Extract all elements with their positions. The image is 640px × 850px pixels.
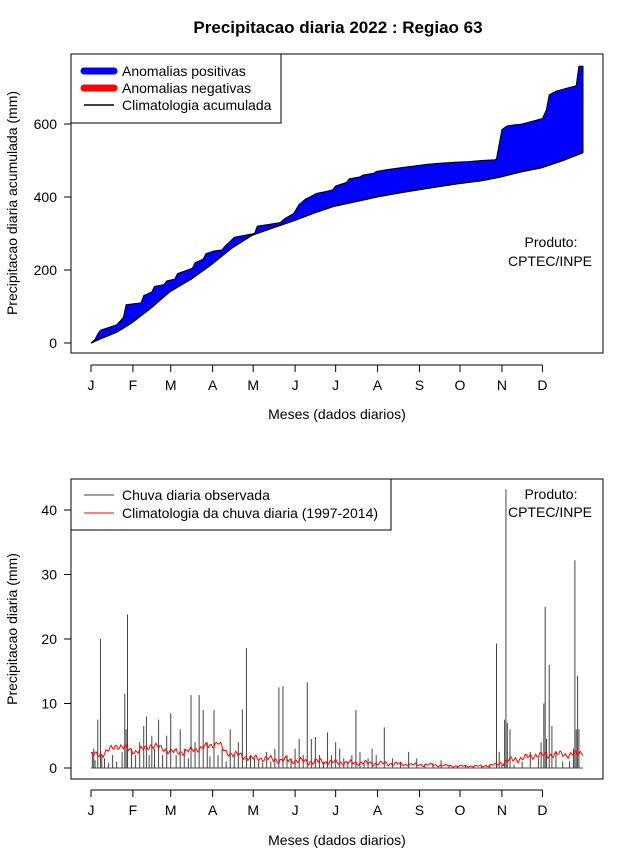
x-tick-label: M bbox=[247, 802, 259, 818]
product-label-line2: CPTEC/INPE bbox=[508, 253, 592, 269]
x-tick-label: N bbox=[497, 377, 507, 393]
legend-label-climatology: Climatologia acumulada bbox=[122, 97, 272, 113]
y-tick-label: 40 bbox=[41, 502, 57, 518]
y-axis-label-top: Precipitacao diaria acumulada (mm) bbox=[4, 91, 20, 315]
cumulative-chart: 0 200 400 600 J F M A M J J A S O N D Precipitacao dia… bbox=[4, 53, 604, 422]
cumulative-climatology-line bbox=[90, 151, 584, 344]
legend-box-bottom bbox=[70, 478, 392, 531]
x-tick-label: J bbox=[332, 377, 339, 393]
y-tick-label: 30 bbox=[41, 567, 57, 583]
x-tick-label: M bbox=[247, 377, 259, 393]
x-tick-label: M bbox=[165, 377, 177, 393]
product-label-line1: Produto: bbox=[525, 234, 578, 250]
x-tick-label: N bbox=[497, 802, 507, 818]
observed-rain-bars bbox=[91, 489, 583, 769]
y-tick-label: 0 bbox=[49, 335, 57, 351]
legend-label-positive: Anomalias positivas bbox=[122, 63, 246, 79]
x-axis-label-bottom: Meses (dados diarios) bbox=[268, 832, 406, 848]
legend-label-negative: Anomalias negativas bbox=[122, 80, 251, 96]
y-tick-label: 0 bbox=[49, 760, 57, 776]
daily-rain-chart: 0 10 20 30 40 J F M A M J J A S O N D Precipitacao diar… bbox=[4, 478, 604, 848]
x-tick-label: O bbox=[455, 377, 466, 393]
x-tick-label: S bbox=[415, 377, 424, 393]
x-tick-label: A bbox=[373, 802, 383, 818]
daily-climatology-line bbox=[90, 741, 584, 768]
x-tick-label: J bbox=[88, 802, 95, 818]
legend-top: Anomalias positivas Anomalias negativas … bbox=[70, 53, 282, 124]
x-tick-label: J bbox=[332, 802, 339, 818]
x-tick-label: O bbox=[455, 802, 466, 818]
y-tick-label: 600 bbox=[34, 116, 58, 132]
y-axis-label-bottom: Precipitacao diaria (mm) bbox=[4, 553, 20, 705]
legend-label-daily-climatology: Climatologia da chuva diaria (1997-2014) bbox=[122, 505, 378, 521]
x-tick-label: D bbox=[537, 802, 547, 818]
legend-label-observed: Chuva diaria observada bbox=[122, 487, 270, 503]
x-tick-label: S bbox=[415, 802, 424, 818]
y-tick-label: 20 bbox=[41, 631, 57, 647]
x-tick-label: J bbox=[88, 377, 95, 393]
x-tick-label: M bbox=[165, 802, 177, 818]
x-tick-label: F bbox=[129, 377, 138, 393]
x-tick-label: A bbox=[208, 802, 218, 818]
y-tick-label: 200 bbox=[34, 262, 58, 278]
x-tick-label: A bbox=[208, 377, 218, 393]
y-tick-label: 10 bbox=[41, 696, 57, 712]
x-tick-label: D bbox=[537, 377, 547, 393]
y-axis-bottom: 0 10 20 30 40 bbox=[41, 502, 72, 776]
x-tick-label: J bbox=[292, 802, 299, 818]
chart-title: Precipitacao diaria 2022 : Regiao 63 bbox=[193, 18, 482, 37]
product-label-bottom-line1: Produto: bbox=[525, 486, 578, 502]
legend-bottom: Chuva diaria observada Climatologia da c… bbox=[70, 478, 392, 531]
x-tick-label: J bbox=[292, 377, 299, 393]
y-tick-label: 400 bbox=[34, 189, 58, 205]
x-tick-label: A bbox=[373, 377, 383, 393]
product-label-bottom-line2: CPTEC/INPE bbox=[508, 504, 592, 520]
x-axis-label-top: Meses (dados diarios) bbox=[268, 406, 406, 422]
y-axis-top: 0 200 400 600 bbox=[34, 116, 72, 351]
x-tick-label: F bbox=[129, 802, 138, 818]
